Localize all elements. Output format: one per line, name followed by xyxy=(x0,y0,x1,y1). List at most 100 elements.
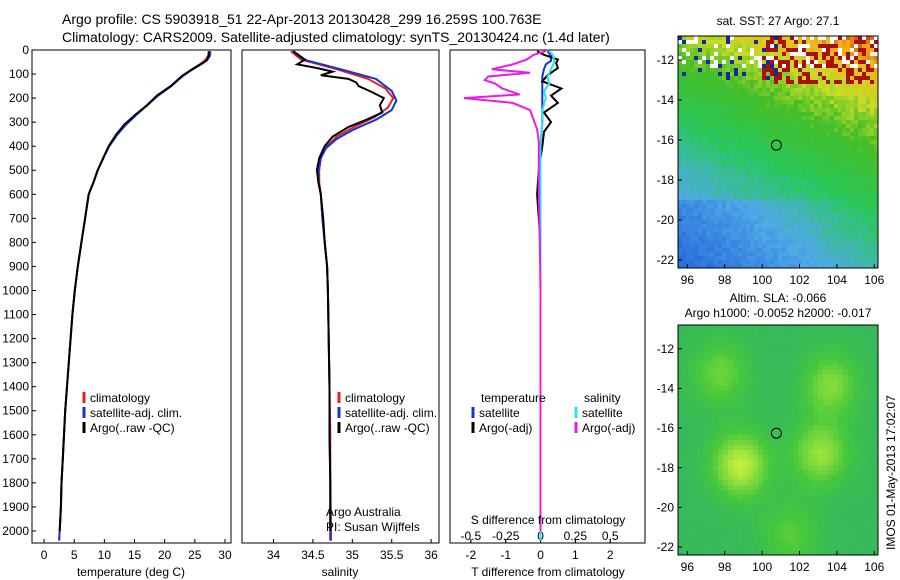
sst-cell xyxy=(722,36,727,41)
sst-cell xyxy=(722,68,727,73)
sst-cell xyxy=(838,76,843,81)
sla-cell xyxy=(683,540,689,546)
sst-cell xyxy=(766,80,771,85)
sst-cell xyxy=(774,264,779,268)
sla-cell xyxy=(753,395,759,401)
map-x-label: 106 xyxy=(864,273,884,287)
sla-cell xyxy=(863,530,869,536)
sla-cell xyxy=(843,335,849,341)
sst-cell xyxy=(682,192,687,197)
sla-cell xyxy=(813,360,819,366)
map-y-label: -16 xyxy=(657,421,675,435)
sst-cell xyxy=(778,244,783,249)
sla-cell xyxy=(803,375,809,381)
sst-cell xyxy=(746,196,751,201)
sst-cell xyxy=(798,128,803,133)
sst-cell xyxy=(862,160,867,165)
sst-cell xyxy=(822,56,827,61)
sst-cell xyxy=(842,164,847,169)
sst-cell xyxy=(790,228,795,233)
sst-cell xyxy=(870,252,875,257)
sst-cell xyxy=(846,132,851,137)
sst-cell xyxy=(722,88,727,93)
sla-cell xyxy=(798,435,804,441)
sst-cell xyxy=(702,212,707,217)
sla-cell xyxy=(723,525,729,531)
sst-cell xyxy=(858,152,863,157)
sst-cell xyxy=(870,64,875,69)
sst-cell xyxy=(794,44,799,49)
sst-cell xyxy=(698,108,703,113)
sst-cell xyxy=(814,56,819,61)
sst-cell xyxy=(722,244,727,249)
sla-cell xyxy=(768,430,774,436)
sst-cell xyxy=(702,232,707,237)
sla-cell xyxy=(798,500,804,506)
sst-cell xyxy=(786,148,791,153)
sst-cell xyxy=(738,108,743,113)
sla-cell xyxy=(698,390,704,396)
sla-cell xyxy=(828,510,834,516)
sla-cell xyxy=(773,445,779,451)
sst-cell xyxy=(686,68,691,73)
sla-cell xyxy=(713,425,719,431)
sla-cell xyxy=(823,510,829,516)
sla-cell xyxy=(698,350,704,356)
sst-cell xyxy=(774,140,779,145)
sst-cell xyxy=(714,236,719,241)
sst-cell xyxy=(762,200,767,205)
sst-cell xyxy=(822,148,827,153)
sst-cell xyxy=(782,208,787,213)
sla-cell xyxy=(718,430,724,436)
sst-cell xyxy=(786,88,791,93)
sla-cell xyxy=(828,390,834,396)
sst-cell xyxy=(806,148,811,153)
sst-cell xyxy=(694,76,699,81)
sst-cell xyxy=(862,148,867,153)
sst-cell xyxy=(742,176,747,181)
sla-cell xyxy=(753,550,759,555)
sst-cell xyxy=(754,248,759,253)
sst-cell xyxy=(778,72,783,77)
sst-cell xyxy=(858,40,863,45)
sla-cell xyxy=(798,545,804,551)
sla-cell xyxy=(778,365,784,371)
sst-cell xyxy=(834,60,839,65)
sst-cell xyxy=(874,216,878,221)
sla-cell xyxy=(708,485,714,491)
sst-cell xyxy=(802,180,807,185)
sla-cell xyxy=(688,350,694,356)
sla-cell xyxy=(853,400,859,406)
sst-cell xyxy=(730,252,735,257)
sst-cell xyxy=(850,192,855,197)
sla-cell xyxy=(828,435,834,441)
sst-cell xyxy=(702,140,707,145)
sla-cell xyxy=(703,480,709,486)
sla-cell xyxy=(808,410,814,416)
sla-cell xyxy=(868,525,874,531)
sla-cell xyxy=(683,350,689,356)
sst-cell xyxy=(734,156,739,161)
sst-cell xyxy=(838,208,843,213)
sst-cell xyxy=(678,156,683,161)
sst-cell xyxy=(842,108,847,113)
sst-cell xyxy=(802,200,807,205)
map-x-label: 100 xyxy=(752,560,772,574)
sla-cell xyxy=(698,440,704,446)
sla-cell xyxy=(693,435,699,441)
sla-cell xyxy=(828,350,834,356)
sla-cell xyxy=(823,400,829,406)
sst-cell xyxy=(750,256,755,261)
sla-cell xyxy=(738,470,744,476)
sst-cell xyxy=(718,108,723,113)
sst-cell xyxy=(746,120,751,125)
sst-cell xyxy=(822,108,827,113)
sst-cell xyxy=(778,236,783,241)
sst-cell xyxy=(794,180,799,185)
sst-cell xyxy=(734,60,739,65)
sla-cell xyxy=(818,350,824,356)
sst-cell xyxy=(730,116,735,121)
sla-cell xyxy=(808,525,814,531)
sst-cell xyxy=(682,144,687,149)
sla-cell xyxy=(838,540,844,546)
